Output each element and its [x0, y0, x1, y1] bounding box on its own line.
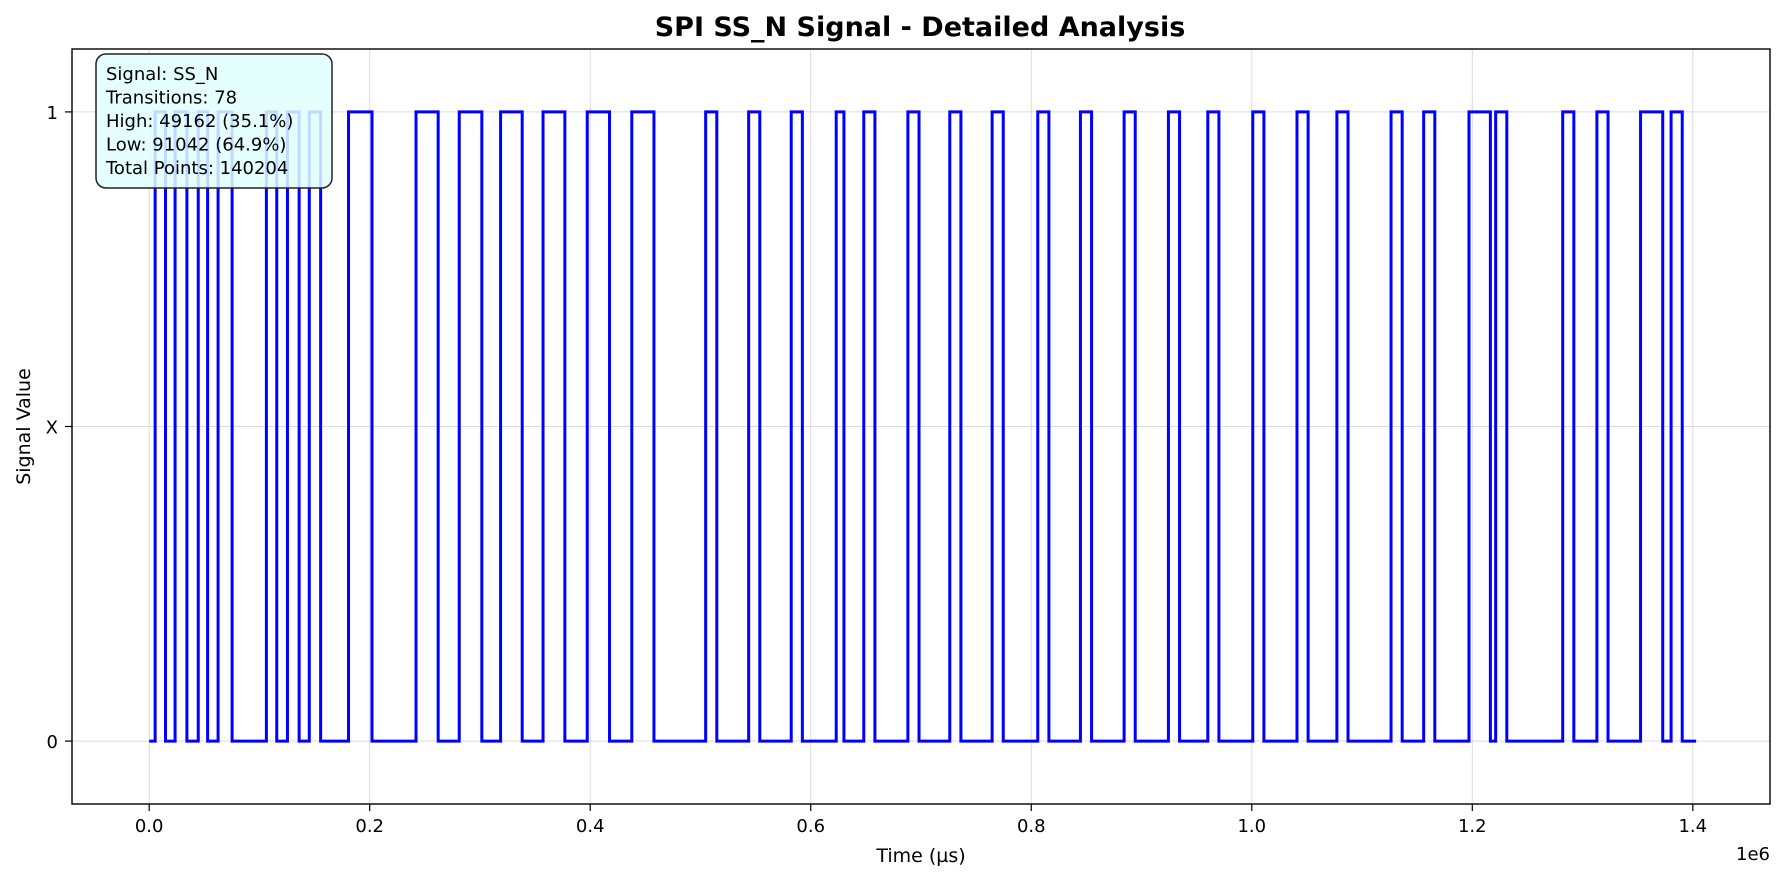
- signal-series-line-0: [149, 110, 1697, 743]
- plot-series: [149, 110, 1697, 743]
- x-tick-label: 1.4: [1678, 816, 1707, 837]
- x-tick-label: 0.0: [135, 816, 164, 837]
- y-tick-label: 0: [47, 732, 58, 753]
- info-line-high: High: 49162 (35.1%): [106, 111, 293, 132]
- info-box: Signal: SS_N Transitions: 78 High: 49162…: [95, 53, 333, 189]
- chart-title: SPI SS_N Signal - Detailed Analysis: [655, 12, 1186, 43]
- y-tick-label: 1: [47, 103, 58, 124]
- x-axis-ticks: 0.0 0.2 0.4 0.6 0.8 1.0 1.2 1.4: [135, 804, 1707, 837]
- x-tick-label: 1.2: [1458, 816, 1487, 837]
- y-tick-label: X: [46, 418, 58, 439]
- info-line-signal: Signal: SS_N: [106, 64, 218, 85]
- x-axis-offset-label: 1e6: [1736, 844, 1770, 865]
- x-tick-label: 1.0: [1237, 816, 1266, 837]
- y-axis-label: Signal Value: [13, 368, 35, 485]
- x-tick-label: 0.6: [796, 816, 825, 837]
- y-axis-ticks: 0 X 1: [46, 103, 72, 753]
- info-line-transitions: Transitions: 78: [105, 88, 237, 109]
- info-line-low: Low: 91042 (64.9%): [106, 135, 286, 156]
- info-line-total-points: Total Points: 140204: [105, 158, 288, 179]
- info-box-background: [95, 53, 333, 189]
- x-tick-label: 0.8: [1017, 816, 1046, 837]
- x-tick-label: 0.2: [355, 816, 384, 837]
- x-axis-label: Time (µs): [875, 845, 965, 867]
- x-tick-label: 0.4: [576, 816, 605, 837]
